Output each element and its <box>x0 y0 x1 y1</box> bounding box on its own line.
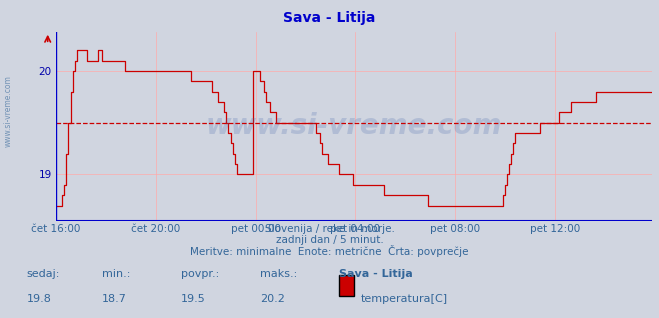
Text: 18.7: 18.7 <box>102 294 127 304</box>
Text: 19.5: 19.5 <box>181 294 206 304</box>
Text: 20.2: 20.2 <box>260 294 285 304</box>
Text: temperatura[C]: temperatura[C] <box>360 294 447 304</box>
Text: Sava - Litija: Sava - Litija <box>339 269 413 279</box>
Text: www.si-vreme.com: www.si-vreme.com <box>3 75 13 147</box>
Text: zadnji dan / 5 minut.: zadnji dan / 5 minut. <box>275 235 384 245</box>
Text: min.:: min.: <box>102 269 130 279</box>
Text: sedaj:: sedaj: <box>26 269 60 279</box>
Text: www.si-vreme.com: www.si-vreme.com <box>206 112 502 141</box>
Text: povpr.:: povpr.: <box>181 269 219 279</box>
Text: 19.8: 19.8 <box>26 294 51 304</box>
Text: Slovenija / reke in morje.: Slovenija / reke in morje. <box>264 224 395 234</box>
Text: Meritve: minimalne  Enote: metrične  Črta: povprečje: Meritve: minimalne Enote: metrične Črta:… <box>190 245 469 257</box>
Text: Sava - Litija: Sava - Litija <box>283 11 376 25</box>
Text: maks.:: maks.: <box>260 269 298 279</box>
